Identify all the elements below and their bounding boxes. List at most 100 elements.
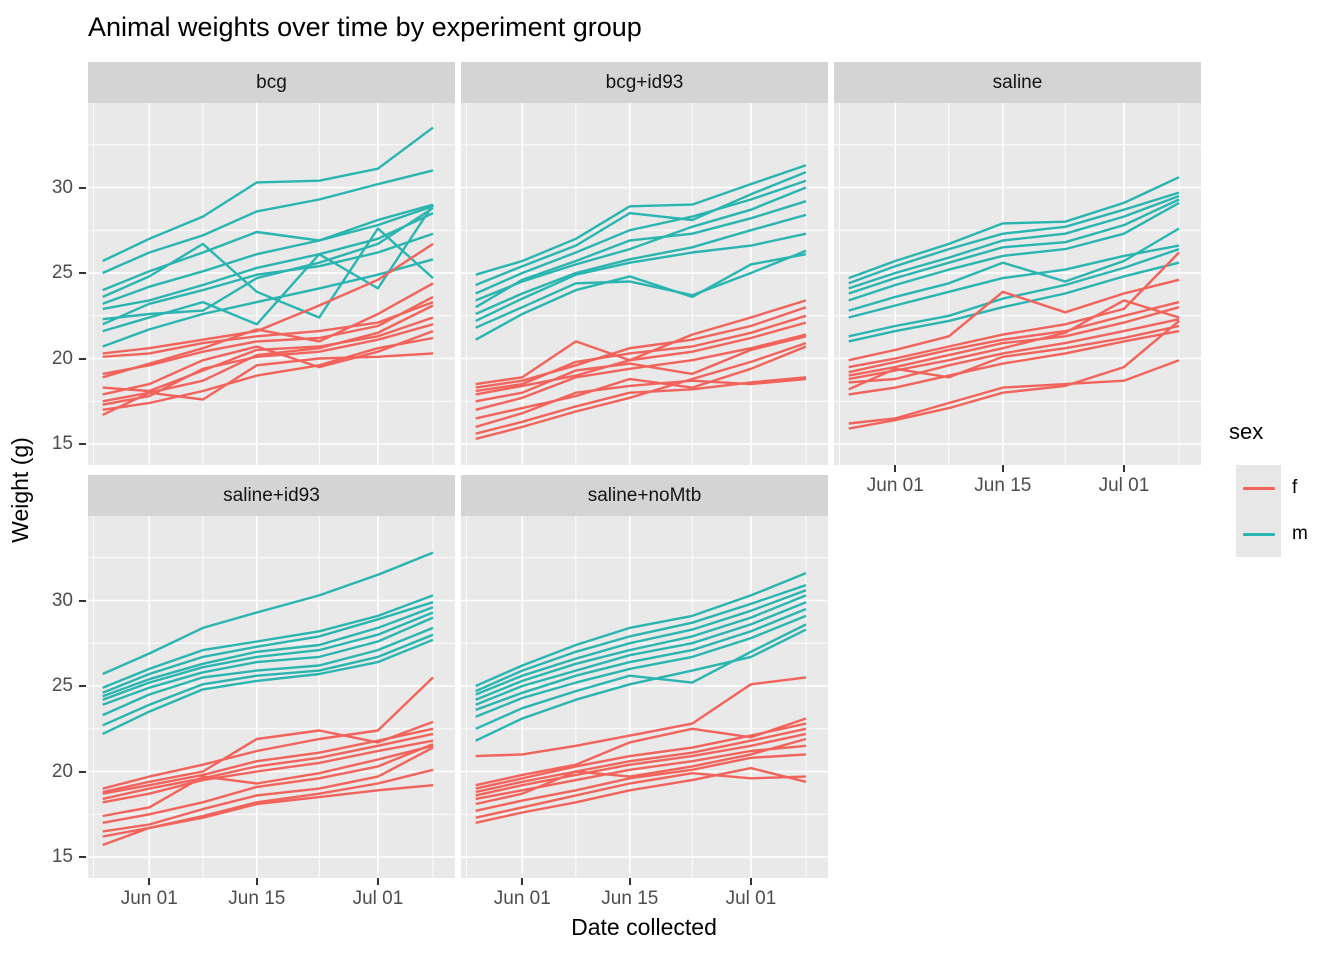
x-tick-mark	[749, 878, 752, 885]
series-line-f	[102, 727, 434, 795]
series-line-f	[848, 319, 1180, 430]
y-tick-label: 25	[51, 262, 73, 283]
series-line-f	[475, 732, 807, 797]
legend-line-f	[1242, 486, 1275, 490]
series-line-m	[848, 261, 1180, 343]
x-tick-label: Jul 01	[352, 888, 404, 909]
series-line-f	[475, 321, 807, 396]
facet-strip-label: saline	[992, 71, 1043, 93]
series-line-f	[848, 251, 1180, 369]
series-line-f	[475, 766, 807, 824]
y-tick-label: 30	[51, 589, 73, 611]
series-line-m	[848, 201, 1180, 302]
y-tick-label: 15	[51, 846, 73, 867]
series-line-m	[475, 571, 807, 688]
series-line-m	[848, 198, 1180, 295]
series-line-m	[848, 227, 1180, 312]
series-line-m	[848, 247, 1180, 338]
series-line-m	[475, 607, 807, 712]
y-tick-mark	[79, 357, 86, 360]
series-line-f	[102, 323, 434, 406]
series-line-f	[475, 753, 807, 812]
facet-panel-saline-id93: saline+id93 Jun 01 Jun 15 Jul 01	[88, 475, 455, 909]
x-tick-label: Jul 01	[725, 888, 777, 909]
series-line-m	[102, 258, 434, 348]
plot-panel	[834, 103, 1201, 465]
legend-title: sex	[1229, 419, 1264, 444]
y-axis-row-1: 15 20 25 30	[0, 103, 86, 465]
series-line-f	[102, 295, 434, 376]
chart-title: Animal weights over time by experiment g…	[88, 12, 642, 42]
series-line-m	[475, 583, 807, 693]
y-tick-label: 25	[51, 675, 73, 696]
x-tick-mark	[1122, 465, 1125, 472]
series-line-f	[102, 282, 434, 379]
series-line-m	[475, 594, 807, 701]
facet-strip-label: bcg+id93	[605, 71, 684, 93]
legend-label-f: f	[1292, 477, 1298, 498]
x-tick-label: Jun 01	[866, 475, 924, 496]
y-tick-label: 20	[51, 347, 73, 369]
facet-panel-bcg: bcg	[88, 62, 455, 465]
series-line-m	[475, 589, 807, 696]
series-line-m	[475, 623, 807, 730]
series-line-f	[475, 335, 807, 403]
series-line-m	[475, 179, 807, 295]
series-line-m	[475, 249, 807, 329]
facet-panel-bcg-id93: bcg+id93	[461, 62, 828, 465]
facet-strip: bcg	[88, 62, 455, 103]
series-line-m	[102, 616, 434, 706]
series-line-f	[475, 377, 807, 429]
y-tick-mark	[79, 272, 86, 274]
series-line-f	[475, 333, 807, 411]
series-line-m	[848, 244, 1180, 319]
series-line-m	[102, 206, 434, 321]
series-line-f	[475, 722, 807, 790]
series-line-m	[475, 253, 807, 341]
y-tick-mark	[79, 443, 86, 445]
series-line-f	[102, 746, 434, 833]
plot-panel	[88, 516, 455, 878]
y-tick-label: 30	[51, 176, 73, 198]
facet-strip-label: saline+noMtb	[587, 484, 702, 506]
series-line-m	[475, 164, 807, 276]
series-line-m	[102, 611, 434, 701]
series-line-f	[475, 341, 807, 441]
series-line-f	[102, 744, 434, 818]
series-line-m	[475, 213, 807, 316]
x-axis-title: Date collected	[571, 914, 717, 940]
x-axis: Jun 01 Jun 15 Jul 01	[461, 878, 828, 924]
x-tick-label: Jun 15	[228, 888, 286, 909]
series-line-f	[102, 676, 434, 790]
series-line-m	[102, 203, 435, 333]
plot-panel	[461, 103, 828, 465]
series-line-m	[475, 614, 807, 718]
series-line-f	[102, 242, 434, 355]
series-line-f	[475, 717, 807, 787]
x-axis: Jun 01 Jun 15 Jul 01	[88, 878, 455, 924]
series-line-f	[848, 324, 1180, 391]
y-tick-mark	[79, 186, 86, 189]
legend	[1236, 465, 1281, 557]
legend-line-m	[1242, 532, 1275, 536]
series-line-m	[102, 594, 434, 689]
series-line-f	[475, 376, 807, 435]
y-tick-mark	[79, 856, 86, 858]
series-line-f	[475, 737, 807, 806]
y-tick-label: 20	[51, 760, 73, 782]
series-line-f	[848, 278, 1180, 362]
series-line-m	[102, 601, 434, 694]
series-line-m	[475, 170, 807, 287]
legend-key-f	[1236, 465, 1281, 511]
series-line-f	[102, 720, 434, 794]
plot-panel	[88, 103, 455, 465]
facet-strip: saline	[834, 62, 1201, 103]
series-line-m	[475, 232, 807, 322]
series-line-f	[475, 744, 807, 801]
x-tick-mark	[255, 878, 258, 885]
series-line-f	[475, 345, 807, 420]
series-line-m	[475, 186, 807, 302]
series-line-m	[475, 601, 807, 706]
facet-panel-saline-noMtb: saline+noMtb Jun 01 Jun 15 Jul 01	[461, 475, 828, 909]
